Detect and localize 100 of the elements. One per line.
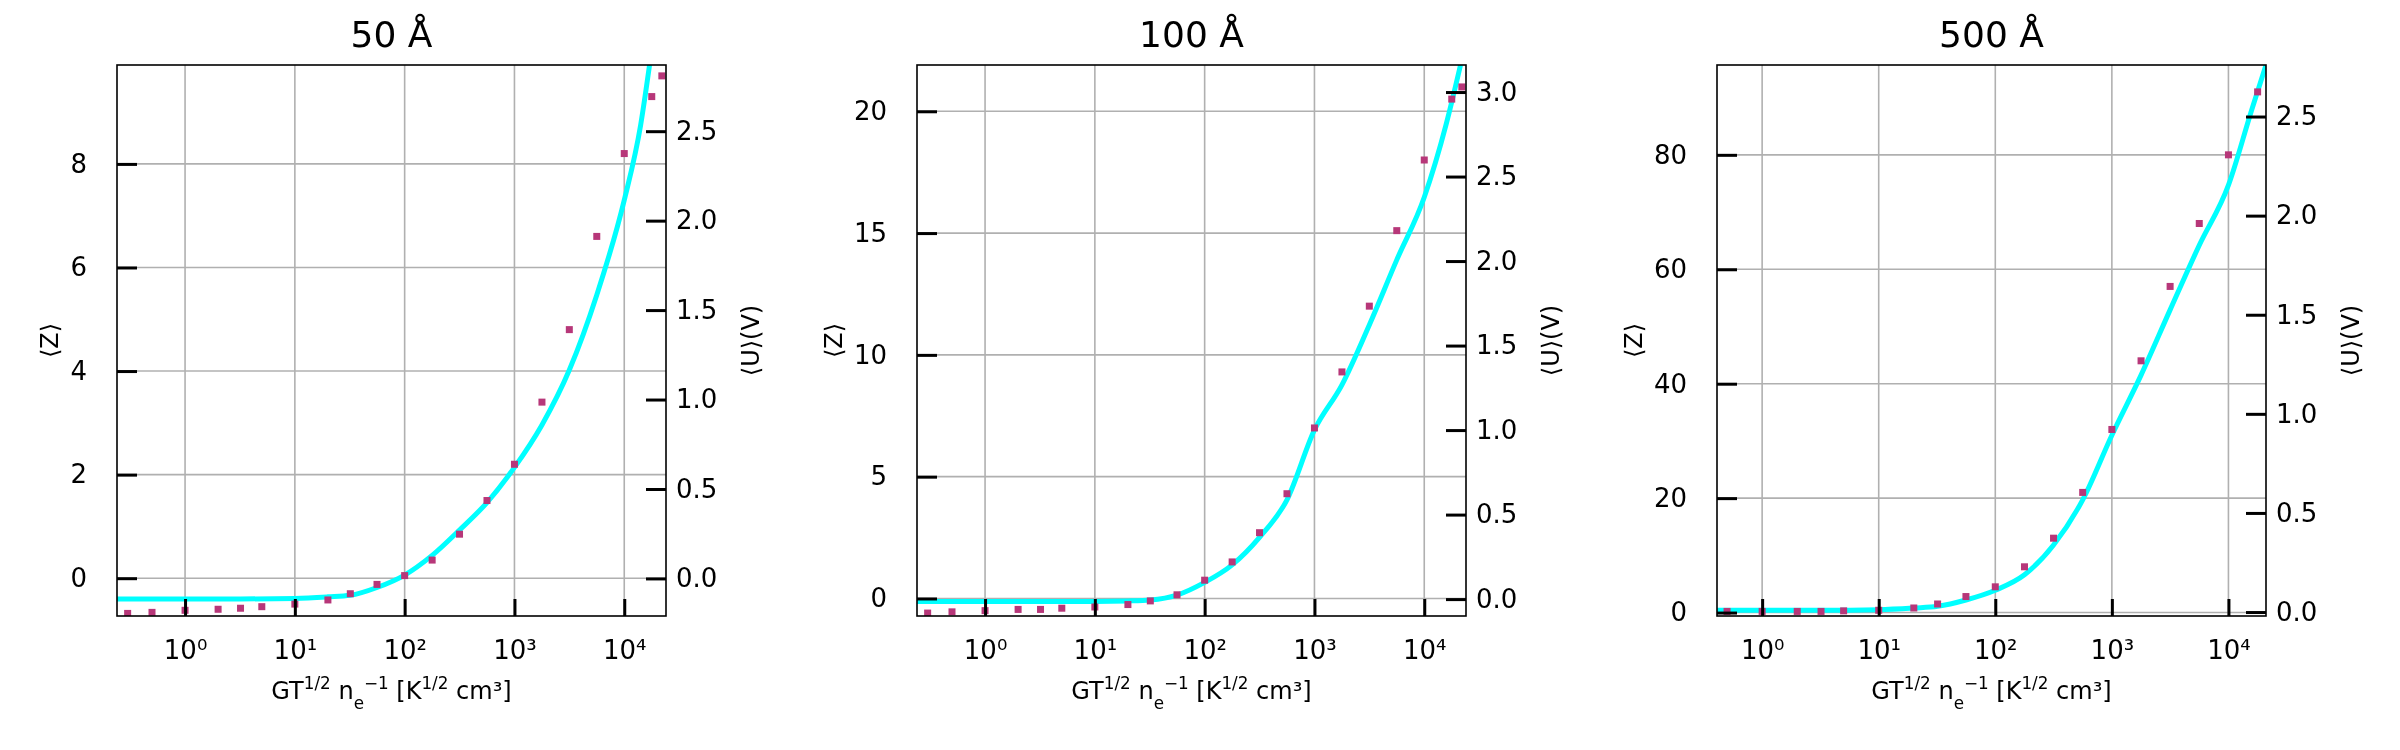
- y2-tick-label: 1.5: [676, 294, 718, 325]
- point: [373, 580, 381, 588]
- point: [510, 460, 518, 468]
- point: [538, 398, 546, 406]
- x-tick-label: 10⁴: [1402, 635, 1447, 666]
- y2-tick-label: 1.0: [676, 384, 718, 415]
- x-tick-label: 10³: [493, 635, 537, 666]
- point: [1256, 529, 1264, 537]
- point: [2224, 151, 2232, 159]
- point: [1310, 424, 1318, 432]
- y-tick-label: 80: [1653, 139, 1687, 170]
- point: [1420, 156, 1428, 164]
- point: [2166, 282, 2174, 290]
- point: [2137, 357, 2145, 365]
- point: [565, 326, 573, 334]
- point: [620, 150, 628, 158]
- y-axis-title: ⟨Z⟩: [819, 322, 848, 359]
- point: [1037, 605, 1045, 613]
- y-tick-label: 15: [853, 217, 887, 248]
- y2-tick-label: 1.5: [2276, 299, 2318, 330]
- y2-tick-label: 0.5: [1476, 499, 1518, 530]
- x-tick-label: 10²: [1183, 635, 1227, 666]
- x-tick-label: 10¹: [273, 635, 318, 666]
- point: [1393, 227, 1401, 235]
- point: [2020, 563, 2028, 571]
- y2-tick-label: 2.5: [1476, 161, 1518, 192]
- y2-tick-label: 2.0: [676, 205, 718, 236]
- y-tick-label: 0: [70, 563, 87, 594]
- x-axis-title: GT$^{1/2}$ n$_{e}$$^{−1}$ [K$^{1/2}$ cm³]: [1871, 673, 2112, 713]
- y2-tick-label: 2.5: [676, 116, 718, 147]
- point: [1228, 558, 1236, 566]
- point: [1173, 591, 1181, 599]
- point: [456, 530, 464, 538]
- x-tick-label: 10²: [1974, 635, 2018, 666]
- point: [1991, 583, 1999, 591]
- y-tick-label: 20: [1653, 482, 1687, 513]
- y2-tick-label: 1.0: [1476, 414, 1518, 445]
- point: [648, 93, 656, 101]
- point: [483, 497, 491, 505]
- x-tick-label: 10²: [383, 635, 427, 666]
- point: [1283, 490, 1291, 498]
- point: [2108, 425, 2116, 433]
- x-tick-label: 10¹: [1073, 635, 1118, 666]
- y2-tick-label: 0.0: [1476, 583, 1518, 614]
- x-tick-label: 10³: [2090, 635, 2135, 666]
- y-tick-label: 8: [70, 148, 87, 179]
- y-tick-label: 0: [870, 583, 887, 614]
- point: [237, 604, 245, 612]
- y-tick-label: 2: [70, 459, 87, 490]
- chart-title: 50 Å: [350, 13, 433, 55]
- y-tick-label: 5: [870, 461, 887, 492]
- x-tick-label: 10⁴: [2207, 635, 2251, 666]
- point: [2254, 88, 2262, 96]
- y2-tick-label: 1.5: [1476, 330, 1518, 361]
- chart-title: 500 Å: [1939, 13, 2045, 55]
- x-tick-label: 10⁰: [163, 635, 208, 666]
- point: [593, 232, 601, 240]
- point: [2195, 219, 2203, 227]
- y2-tick-label: 2.0: [1476, 245, 1518, 276]
- y2-tick-label: 2.5: [2276, 101, 2318, 132]
- point: [1201, 576, 1209, 584]
- y-tick-label: 0: [1670, 597, 1687, 628]
- point: [1338, 368, 1346, 376]
- y-tick-label: 10: [853, 339, 887, 370]
- y2-tick-label: 3.0: [1476, 76, 1518, 107]
- y-tick-label: 6: [70, 252, 87, 283]
- point: [1146, 597, 1154, 605]
- y-axis-title: ⟨Z⟩: [36, 322, 65, 359]
- point: [2079, 488, 2087, 496]
- y2-tick-label: 0.0: [2276, 596, 2318, 627]
- y2-axis-title: ⟨U⟩(V): [1537, 304, 1565, 377]
- y2-tick-label: 0.0: [676, 563, 718, 594]
- y-tick-label: 60: [1653, 254, 1687, 285]
- point: [346, 590, 354, 598]
- point: [1962, 593, 1970, 601]
- x-axis-title: GT$^{1/2}$ n$_{e}$$^{−1}$ [K$^{1/2}$ cm³]: [271, 673, 512, 713]
- chart-title: 100 Å: [1139, 13, 1245, 55]
- x-axis-title: GT$^{1/2}$ n$_{e}$$^{−1}$ [K$^{1/2}$ cm³]: [1071, 673, 1312, 713]
- x-tick-label: 10⁰: [1740, 635, 1785, 666]
- point: [1448, 95, 1456, 103]
- y2-tick-label: 0.5: [676, 473, 718, 504]
- y2-axis-title: ⟨U⟩(V): [737, 304, 765, 377]
- x-tick-label: 10³: [1293, 635, 1337, 666]
- y-tick-label: 4: [70, 355, 87, 386]
- point: [401, 572, 409, 580]
- y2-tick-label: 0.5: [2276, 497, 2318, 528]
- point: [1365, 302, 1373, 310]
- point: [1934, 600, 1942, 608]
- point: [1817, 607, 1825, 615]
- x-tick-label: 10⁰: [963, 635, 1008, 666]
- y-tick-label: 20: [853, 96, 887, 127]
- y2-tick-label: 1.0: [2276, 398, 2318, 429]
- x-tick-label: 10⁴: [602, 635, 647, 666]
- y2-tick-label: 2.0: [2276, 200, 2318, 231]
- y-axis-title: ⟨Z⟩: [1619, 322, 1648, 359]
- point: [2050, 534, 2058, 542]
- point: [428, 556, 436, 564]
- x-tick-label: 10¹: [1857, 635, 1901, 666]
- y-tick-label: 40: [1653, 368, 1687, 399]
- y2-axis-title: ⟨U⟩(V): [2337, 304, 2365, 377]
